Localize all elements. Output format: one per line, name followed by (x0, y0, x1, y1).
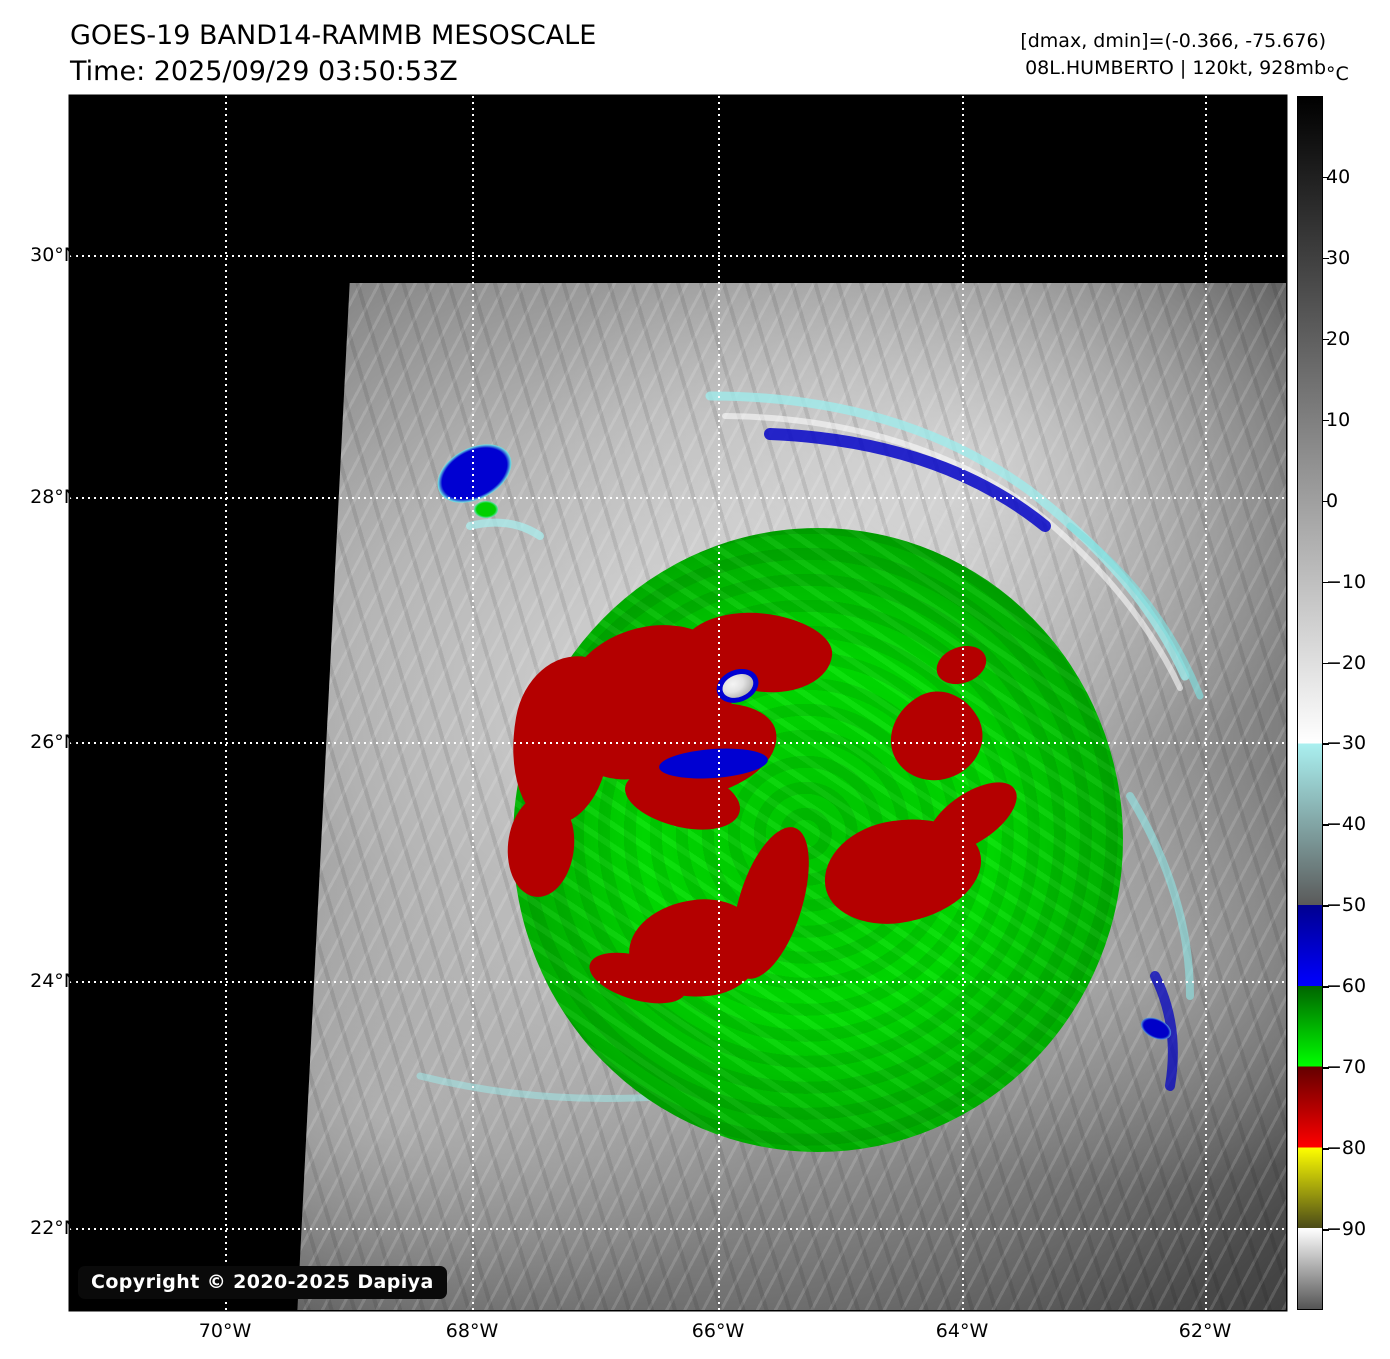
data-range-label: [dmax, dmin]=(-0.366, -75.676) (1020, 30, 1326, 52)
colorbar-tick-mark (1323, 905, 1329, 907)
colorbar-tick-label: 0 (1326, 489, 1339, 512)
colorbar-tick-mark (1323, 419, 1329, 422)
gridline-lat-28n (70, 496, 1286, 499)
colorbar-tick-label: −90 (1326, 1218, 1367, 1241)
colorbar-tick-label: 20 (1326, 327, 1351, 350)
gridline-lat-30n (70, 254, 1286, 257)
core-texture (512, 528, 1124, 1153)
colorbar-tick-label: −70 (1326, 1056, 1367, 1079)
gridline-lat-26n (70, 741, 1286, 744)
colorbar-unit-label: °C (1326, 63, 1349, 85)
colorbar-tick-mark (1323, 257, 1329, 260)
ytick-label-28n: 28°N (30, 486, 78, 508)
colorbar-tick-label: −20 (1326, 651, 1367, 674)
ytick-label-26n: 26°N (30, 731, 78, 753)
colorbar-tick-mark (1323, 824, 1329, 826)
colorbar-tick-label: 40 (1326, 165, 1351, 188)
colorbar-gradient (1298, 97, 1322, 1309)
colorbar-tick-mark (1323, 500, 1329, 503)
xtick-label-62w: 62°W (1178, 1320, 1232, 1342)
colorbar-tick-label: −60 (1326, 975, 1367, 998)
page-title: GOES-19 BAND14-RAMMB MESOSCALE (70, 20, 597, 51)
xtick-label-68w: 68°W (445, 1320, 499, 1342)
colorbar-tick-mark (1323, 986, 1329, 988)
storm-info-label: 08L.HUMBERTO | 120kt, 928mb (1025, 57, 1326, 79)
colorbar-tick-mark (1323, 1148, 1329, 1150)
gridline-lon-68w (472, 96, 474, 1310)
colorbar-tick-label: −40 (1326, 813, 1367, 836)
colorbar-tick-mark (1323, 1229, 1329, 1231)
gridline-lon-64w (962, 96, 965, 1310)
gridline-lat-22n (70, 1227, 1286, 1230)
colorbar-tick-mark (1323, 662, 1329, 665)
title-block: GOES-19 BAND14-RAMMB MESOSCALE Time: 202… (70, 18, 596, 90)
colorbar-tick-mark (1323, 176, 1329, 179)
xtick-label-66w: 66°W (691, 1320, 745, 1342)
gridline-lon-62w (1205, 96, 1207, 1310)
timestamp-label: Time: 2025/09/29 03:50:53Z (70, 56, 458, 87)
gridline-lon-70w (225, 96, 228, 1310)
colorbar-tick-mark (1323, 1067, 1329, 1069)
metadata-block: [dmax, dmin]=(-0.366, -75.676) 08L.HUMBE… (1020, 28, 1326, 82)
scan-sector (297, 282, 1286, 1310)
colorbar-tick-label: 30 (1326, 246, 1351, 269)
colorbar-tick-label: −50 (1326, 894, 1367, 917)
colorbar[interactable] (1297, 96, 1323, 1310)
colorbar-tick-label: −80 (1326, 1137, 1367, 1160)
colorbar-tick-label: −10 (1326, 570, 1367, 593)
colorbar-tick-label: 10 (1326, 408, 1351, 431)
colorbar-tick-mark (1323, 338, 1329, 341)
ytick-label-24n: 24°N (30, 970, 78, 992)
gridline-lon-66w (718, 96, 720, 1310)
ytick-label-30n: 30°N (30, 244, 78, 266)
ytick-label-22n: 22°N (30, 1217, 78, 1239)
detached-cold-cell-small (473, 501, 499, 519)
copyright-watermark: Copyright © 2020-2025 Dapiya (78, 1266, 447, 1299)
gridline-lat-24n (70, 981, 1286, 983)
xtick-label-64w: 64°W (935, 1320, 989, 1342)
colorbar-tick-mark (1323, 743, 1329, 745)
enhanced-storm-core (297, 283, 1286, 1310)
xtick-label-70w: 70°W (198, 1320, 252, 1342)
satellite-image-plot[interactable]: Copyright © 2020-2025 Dapiya (70, 96, 1286, 1310)
colorbar-tick-label: −30 (1326, 732, 1367, 755)
colorbar-tick-mark (1323, 581, 1329, 584)
